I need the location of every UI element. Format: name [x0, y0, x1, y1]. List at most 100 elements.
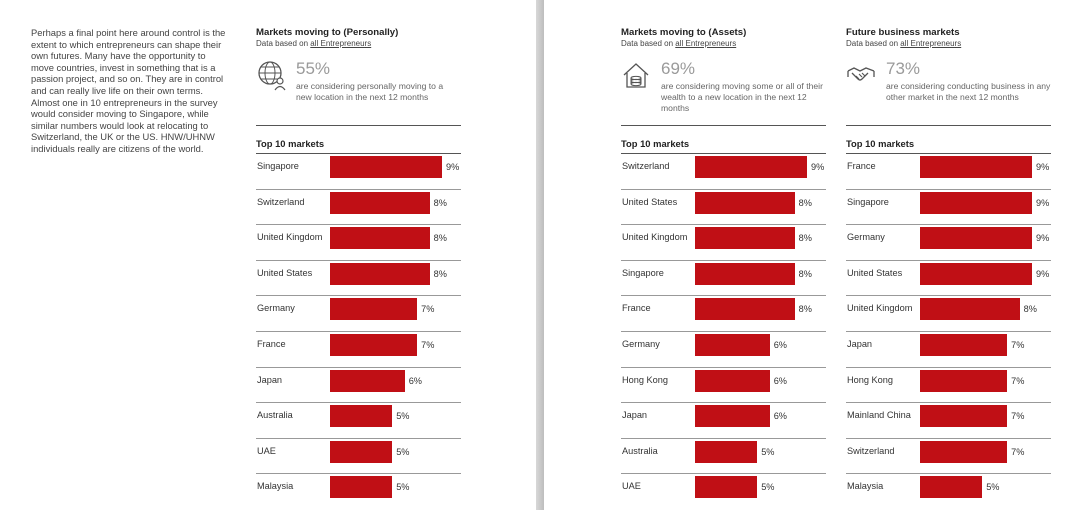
stat-value: 69% — [661, 59, 696, 78]
bar-label: Germany — [847, 232, 885, 243]
handshake-icon — [847, 67, 875, 81]
divider — [621, 125, 826, 126]
table-row: Japan 6% — [621, 402, 826, 438]
bar-label: Singapore — [257, 161, 299, 171]
bar — [920, 298, 1020, 321]
table-row: United Kingdom 8% — [621, 224, 826, 260]
table-row: Switzerland 8% — [256, 188, 461, 225]
bar-value: 5% — [396, 482, 410, 493]
bar-value: 5% — [396, 446, 410, 457]
table-row: Japan 6% — [256, 366, 461, 403]
bar — [920, 369, 1008, 392]
bar — [695, 262, 795, 285]
bar-value: 5% — [396, 411, 410, 422]
bar — [695, 191, 795, 214]
bar-list: Switzerland 9% United States 8% United Kingd… — [621, 153, 826, 509]
bar-label: United Kingdom — [257, 232, 323, 243]
stat-value: 55% — [296, 59, 331, 78]
bar-label: Germany — [622, 338, 660, 349]
table-row: France 9% — [846, 153, 1051, 189]
chart-assets: Markets moving to (Assets) Data based on … — [621, 27, 831, 499]
bar — [695, 298, 795, 321]
intro-paragraph: Perhaps a final point here around contro… — [31, 27, 226, 154]
bar-value: 8% — [433, 233, 447, 244]
bar-label: Singapore — [847, 196, 889, 207]
table-row: Singapore 9% — [256, 153, 461, 189]
bar — [695, 333, 770, 356]
table-row: Switzerland 7% — [846, 437, 1051, 474]
table-row: Japan 7% — [846, 330, 1051, 367]
list-title: Top 10 markets — [256, 138, 325, 149]
table-row: Germany 6% — [621, 330, 826, 367]
bar — [695, 405, 770, 428]
bar — [695, 369, 770, 392]
bar-value: 8% — [798, 233, 812, 244]
bar — [920, 440, 1008, 463]
all-entrepreneurs-link[interactable]: all Entrepreneurs — [310, 39, 372, 48]
subtitle-prefix: Data based on — [621, 39, 674, 48]
bar-value: 8% — [798, 197, 812, 208]
bar — [920, 405, 1008, 428]
bar — [920, 227, 1032, 250]
bar — [330, 298, 418, 321]
bar — [330, 227, 430, 250]
table-row: United States 9% — [846, 259, 1051, 296]
bar-label: Japan — [622, 410, 648, 421]
bar-label: United States — [257, 267, 313, 278]
bar-list: Singapore 9% Switzerland 8% United Kingdom 8%… — [256, 153, 461, 509]
chart-title: Markets moving to (Assets) — [621, 27, 747, 38]
bar-label: United States — [622, 196, 678, 207]
table-row: Switzerland 9% — [621, 153, 826, 189]
bar — [330, 333, 418, 356]
bar-value: 7% — [1011, 411, 1025, 422]
bar-value: 6% — [773, 375, 787, 386]
table-row: Malaysia 5% — [256, 473, 461, 509]
all-entrepreneurs-link[interactable]: all Entrepreneurs — [900, 39, 962, 48]
bar-value: 5% — [761, 446, 775, 457]
table-row: UAE 5% — [256, 437, 461, 474]
bar-label: UAE — [257, 445, 276, 456]
table-row: Malaysia 5% — [846, 473, 1051, 509]
bar — [695, 476, 758, 499]
chart-business: Future business markets Data based on all… — [846, 27, 1056, 499]
bar-label: France — [257, 338, 286, 349]
table-row: France 7% — [256, 330, 461, 367]
all-entrepreneurs-link[interactable]: all Entrepreneurs — [675, 39, 737, 48]
table-row: United Kingdom 8% — [846, 295, 1051, 331]
house-coins-icon — [623, 63, 649, 88]
subtitle-prefix: Data based on — [846, 39, 899, 48]
list-title: Top 10 markets — [846, 138, 915, 149]
bar — [920, 333, 1008, 356]
bar-label: Germany — [257, 303, 295, 314]
bar-value: 5% — [761, 482, 775, 493]
bar-label: United Kingdom — [622, 232, 688, 243]
table-row: Singapore 9% — [846, 188, 1051, 225]
bar-label: United Kingdom — [847, 303, 913, 314]
table-row: Hong Kong 6% — [621, 366, 826, 403]
chart-subtitle: Data based on all Entrepreneurs — [846, 39, 1056, 49]
bar-label: France — [847, 161, 876, 171]
list-title: Top 10 markets — [621, 138, 690, 149]
bar-value: 8% — [433, 197, 447, 208]
table-row: United States 8% — [621, 188, 826, 225]
table-row: Germany 7% — [256, 295, 461, 331]
bar-label: Malaysia — [257, 481, 294, 492]
bar — [695, 440, 758, 463]
bar — [330, 369, 405, 392]
table-row: Singapore 8% — [621, 259, 826, 296]
bar-label: United States — [847, 267, 903, 278]
divider — [846, 125, 1051, 126]
bar-label: UAE — [622, 481, 641, 492]
bar-value: 6% — [773, 411, 787, 422]
globe-person-icon — [258, 61, 286, 91]
bar-label: Japan — [847, 338, 873, 349]
stat-block: 69% are considering moving some or all of… — [621, 57, 826, 117]
table-row: Germany 9% — [846, 224, 1051, 260]
bar — [330, 440, 393, 463]
bar-label: Mainland China — [847, 410, 911, 421]
bar-list: France 9% Singapore 9% Germany 9% United State… — [846, 153, 1051, 509]
stat-description: are considering personally moving to a n… — [296, 81, 444, 102]
left-page: Perhaps a final point here around contro… — [0, 0, 536, 510]
bar — [920, 476, 983, 499]
bar-value: 8% — [798, 268, 812, 279]
